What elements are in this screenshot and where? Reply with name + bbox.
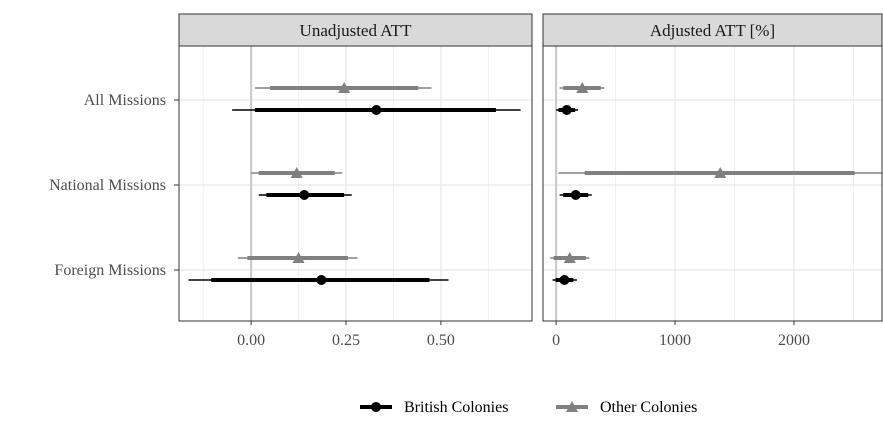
x-tick-label: 0.50 <box>427 332 455 349</box>
point-estimate-triangle <box>290 167 303 178</box>
facet-strip-title: Unadjusted ATT <box>300 21 413 40</box>
x-tick-label: 1000 <box>659 332 691 349</box>
panel-adjusted-att: Adjusted ATT [%] 0 1000 2000 <box>542 13 883 349</box>
x-tick-label: 0.00 <box>237 332 265 349</box>
legend-label: British Colonies <box>404 399 508 416</box>
point-estimate-circle <box>299 190 310 200</box>
facet-strip <box>178 13 533 47</box>
panel-border <box>178 45 533 322</box>
panel-background <box>179 46 532 321</box>
point-estimate-circle <box>570 190 581 200</box>
point-estimate-triangle <box>714 167 727 178</box>
legend-key-triangle <box>566 401 578 412</box>
point-estimate-triangle <box>338 82 351 93</box>
y-category-label: All Missions <box>84 92 166 109</box>
point-estimate-circle <box>559 275 570 285</box>
point-estimate-circle <box>316 275 327 285</box>
x-tick-label: 2000 <box>778 332 810 349</box>
y-category-label: National Missions <box>49 177 166 194</box>
facet-strip <box>542 13 883 47</box>
legend-label: Other Colonies <box>600 399 697 416</box>
legend: British Colonies Other Colonies <box>360 399 697 416</box>
panel-border <box>542 45 883 322</box>
point-estimate-circle <box>561 105 572 115</box>
facet-strip-title: Adjusted ATT [%] <box>650 21 775 40</box>
point-estimate-circle <box>371 105 382 115</box>
panel-background <box>543 46 882 321</box>
point-estimate-triangle <box>563 252 576 263</box>
legend-key-circle <box>371 402 381 412</box>
point-estimate-triangle <box>292 252 305 263</box>
y-category-label: Foreign Missions <box>54 262 166 279</box>
x-tick-label: 0.25 <box>332 332 360 349</box>
x-tick-label: 0 <box>552 332 560 349</box>
point-estimate-triangle <box>576 82 589 93</box>
panel-unadjusted-att: Unadjusted ATT 0.00 0.25 0.50 <box>178 13 533 349</box>
